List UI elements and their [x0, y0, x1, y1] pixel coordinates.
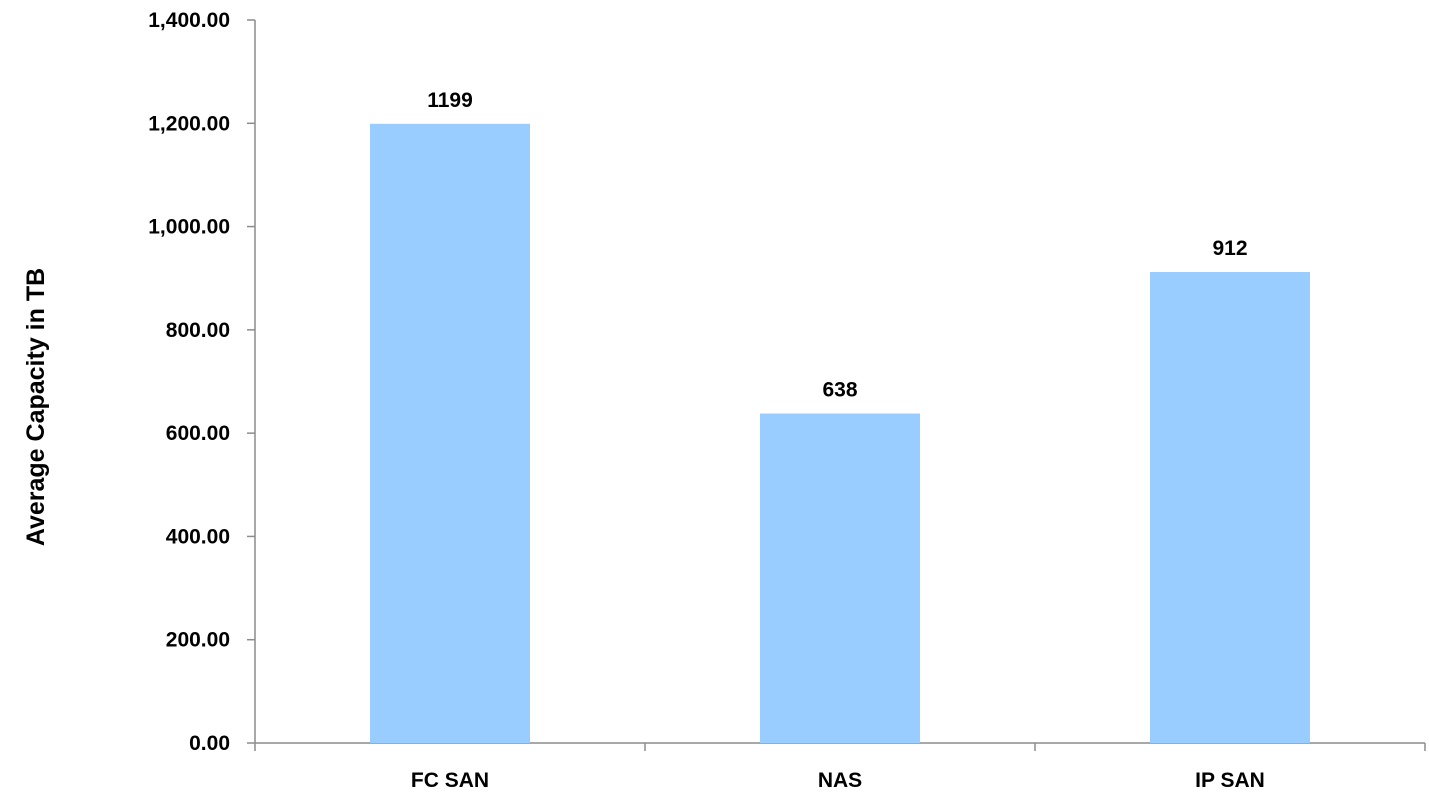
y-tick-label: 800.00 — [166, 319, 230, 342]
y-tick-label: 1,400.00 — [148, 9, 230, 32]
y-tick-label: 1,000.00 — [148, 216, 230, 239]
bar — [1150, 272, 1310, 743]
y-tick-label: 600.00 — [166, 422, 230, 445]
y-tick-label: 1,200.00 — [148, 112, 230, 135]
data-label: 1199 — [427, 89, 473, 112]
y-tick-label: 0.00 — [189, 732, 230, 755]
y-axis-ticks: 0.00 200.00 400.00 600.00 800.00 1,000.00 1,20… — [148, 9, 255, 755]
data-labels: 1199 638 912 — [427, 89, 1247, 402]
y-tick-label: 400.00 — [166, 525, 230, 548]
bars — [370, 123, 1310, 744]
x-category-label: IP SAN — [1195, 769, 1265, 792]
y-tick-label: 200.00 — [166, 629, 230, 652]
x-category-label: FC SAN — [411, 769, 489, 792]
y-axis-title-group: Average Capacity in TB — [22, 268, 50, 546]
bar — [370, 123, 530, 744]
y-axis-title: Average Capacity in TB — [22, 268, 50, 546]
bar — [760, 413, 920, 743]
x-category-label: NAS — [818, 769, 862, 792]
x-axis-ticks: FC SAN NAS IP SAN — [254, 743, 1426, 792]
data-label: 912 — [1212, 237, 1247, 260]
data-label: 638 — [822, 379, 857, 402]
